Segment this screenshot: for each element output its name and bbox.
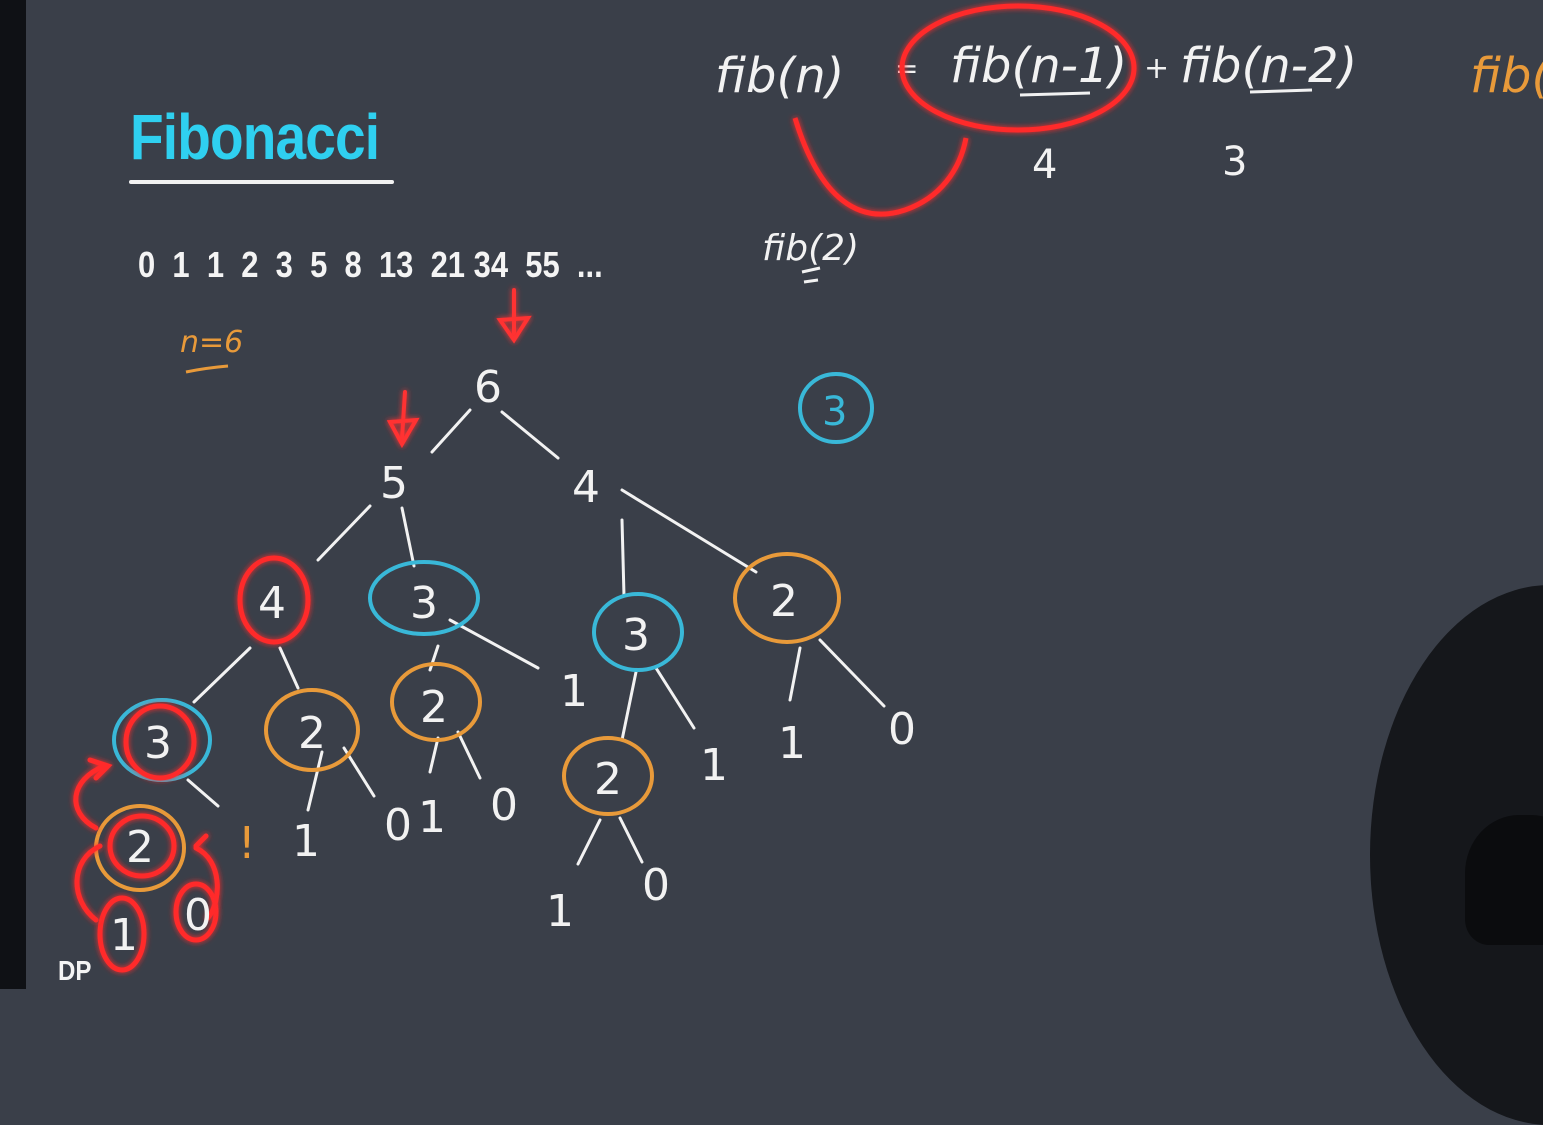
tree-node: 0 (642, 860, 670, 911)
footer-label: DP (58, 955, 92, 986)
arrow-down-icon (496, 288, 532, 344)
tree-node: 1 (700, 740, 728, 791)
call-arrow-icon (73, 757, 220, 923)
small-call-label: fib(2) (762, 228, 859, 269)
tree-node: 1 (546, 886, 574, 937)
term1-value: 4 (1032, 142, 1057, 188)
formula-lhs: fib(n) (715, 48, 844, 104)
tree-node: 4 (572, 462, 600, 513)
tree-edges (186, 408, 886, 866)
node-2-orange-circle (390, 662, 482, 742)
tree-node: 3 (622, 610, 650, 661)
tree-node: 1 (560, 666, 588, 717)
tree-node: 0 (184, 890, 212, 941)
node-4-red-circle (237, 555, 311, 645)
tree-node: 2 (594, 754, 622, 805)
small-call-underline (801, 266, 821, 284)
slide-title: Fibonacci (130, 101, 380, 173)
tree-node: 5 (380, 458, 408, 509)
formula-partial: fib( (1470, 48, 1543, 104)
recursion-red-curve (792, 117, 969, 217)
node-3-red-circle (123, 703, 197, 781)
term2-value: 3 (1222, 139, 1247, 185)
arrow-down-icon (386, 390, 420, 449)
node-2-orange-circle (733, 552, 841, 644)
memo-blue-circle (798, 372, 874, 444)
formula-plus: + (1144, 51, 1169, 86)
node-2-orange-circle (562, 736, 654, 816)
tree-node: 1 (778, 718, 806, 769)
memo-value: 3 (822, 389, 847, 435)
formula-term2: fib(n-2) (1180, 38, 1357, 94)
fibonacci-sequence: 0 1 1 2 3 5 8 13 21 34 55 ... (138, 244, 603, 285)
node-3-blue-circle (592, 592, 684, 672)
tree-node: 4 (258, 578, 286, 629)
n-equals-label: n=6 (180, 325, 243, 360)
term1-red-circle (899, 3, 1137, 133)
tree-node: 2 (298, 708, 326, 759)
n-underline (185, 364, 229, 374)
node-0-red-circle (173, 881, 219, 943)
tree-node: 0 (888, 704, 916, 755)
node-3-blue-circle (368, 560, 480, 636)
tree-node: 2 (420, 682, 448, 733)
left-edge-bar (0, 0, 26, 989)
tree-node: 1 (418, 792, 446, 843)
tree-node: 3 (144, 718, 172, 769)
node-2-red-circle (107, 813, 177, 879)
tree-node: 6 (474, 362, 502, 413)
term1-underline (1019, 91, 1091, 97)
whiteboard-canvas: n=6 fib(n) = fib(n-1) + fib(n-2) fib( 4 … (73, 3, 1543, 973)
tree-node: 0 (384, 800, 412, 851)
tree-node: 0 (490, 780, 518, 831)
title-underline (129, 180, 394, 184)
formula-term1: fib(n-1) (950, 38, 1127, 94)
node-1-red-circle (97, 895, 147, 973)
tree-node: 2 (770, 576, 798, 627)
tree-node: ! (238, 818, 256, 869)
tree-node: 3 (410, 578, 438, 629)
node-2-orange-circle (264, 688, 360, 772)
tree-node: 1 (110, 910, 138, 961)
term2-underline (1249, 88, 1313, 94)
tree-node: 1 (292, 816, 320, 867)
tree-node: 2 (126, 822, 154, 873)
presenter-silhouette (1465, 815, 1543, 945)
